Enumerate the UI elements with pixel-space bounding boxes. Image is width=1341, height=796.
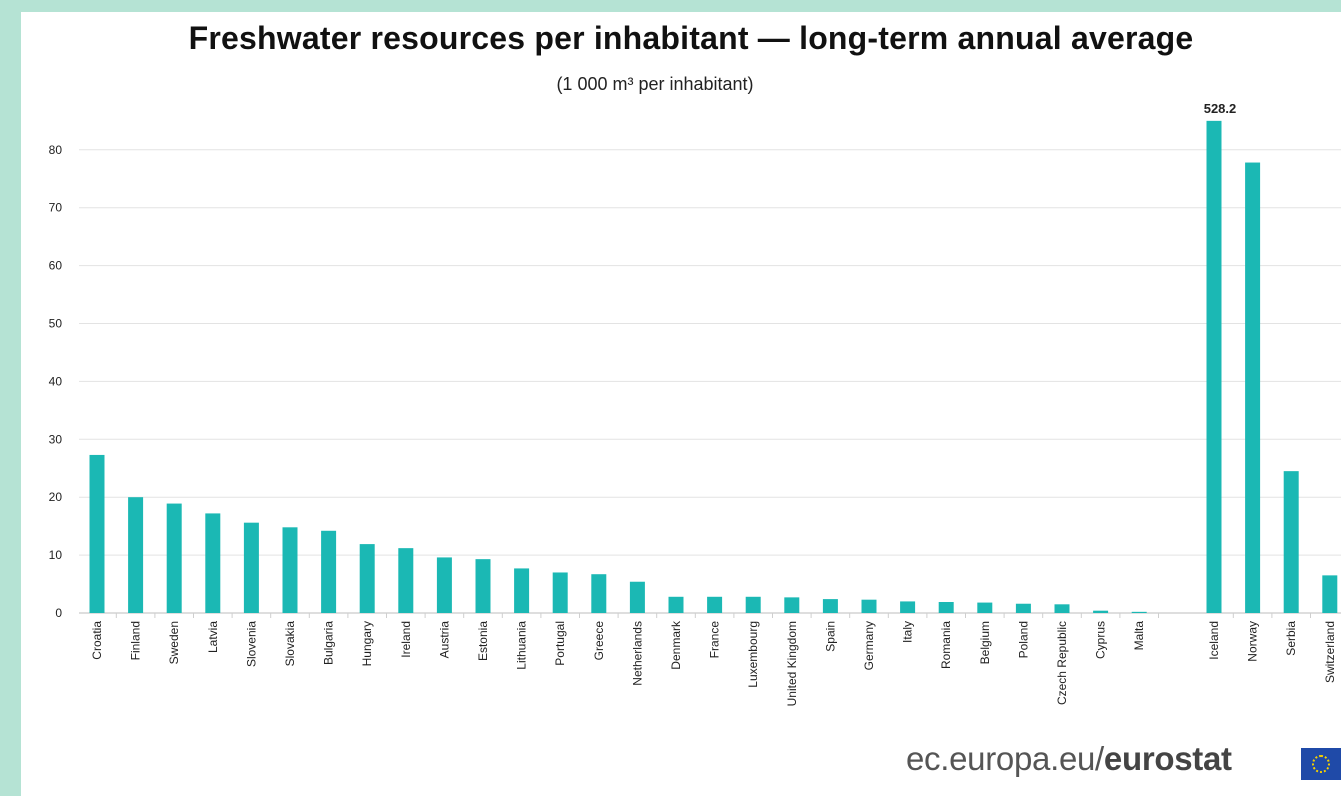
x-tick-label: Greece (592, 621, 606, 661)
bar-romania (938, 601, 954, 613)
x-tick-label: Serbia (1284, 621, 1298, 656)
x-tick-label: Luxembourg (746, 621, 760, 688)
x-tick-label: Czech Republic (1055, 621, 1069, 705)
y-tick-label: 0 (55, 606, 62, 620)
bar-france (707, 596, 723, 613)
x-tick-label: Slovenia (244, 621, 258, 667)
chart-title: Freshwater resources per inhabitant — lo… (188, 20, 1194, 56)
chart-subtitle: (1 000 m³ per inhabitant) (556, 74, 754, 94)
x-tick-label: Cyprus (1094, 621, 1108, 659)
bar-sweden (166, 503, 182, 613)
y-tick-label: 40 (49, 374, 63, 388)
x-tick-label: Lithuania (515, 621, 529, 670)
x-tick-label: Hungary (360, 621, 374, 666)
data-label: 528.2 (1204, 101, 1237, 116)
source-credit[interactable]: ec.europa.eu/eurostat (906, 740, 1232, 778)
eu-flag-icon (1301, 748, 1341, 780)
y-tick-label: 30 (49, 432, 63, 446)
y-tick-label: 80 (49, 143, 63, 157)
x-tick-label: Malta (1132, 621, 1146, 651)
bar-switzerland (1322, 575, 1338, 613)
bar-finland (128, 497, 144, 613)
x-tick-label: Italy (901, 621, 915, 643)
bar-latvia (205, 513, 221, 613)
chart-panel (21, 12, 1341, 796)
bar-iceland (1206, 120, 1222, 613)
bar-estonia (475, 559, 491, 613)
y-tick-label: 10 (49, 548, 63, 562)
x-tick-label: Poland (1016, 621, 1030, 658)
y-tick-label: 60 (49, 259, 63, 273)
y-tick-label: 70 (49, 201, 63, 215)
bar-slovakia (282, 527, 298, 613)
x-tick-label: Switzerland (1323, 621, 1337, 683)
bar-poland (1015, 603, 1031, 613)
bar-spain (822, 599, 838, 613)
x-tick-label: Estonia (476, 621, 490, 661)
y-tick-label: 20 (49, 490, 63, 504)
bar-austria (436, 557, 452, 613)
bar-denmark (668, 596, 684, 613)
bar-portugal (552, 572, 568, 613)
x-tick-label: Austria (437, 621, 451, 659)
x-tick-label: Bulgaria (322, 621, 336, 665)
x-tick-label: Slovakia (283, 621, 297, 667)
bar-ireland (398, 548, 414, 613)
x-tick-label: Portugal (553, 621, 567, 666)
x-tick-label: Romania (939, 621, 953, 669)
bar-netherlands (629, 581, 645, 613)
x-tick-label: Netherlands (630, 621, 644, 686)
bar-united-kingdom (784, 597, 800, 613)
x-tick-label: Belgium (978, 621, 992, 664)
x-tick-label: Ireland (399, 621, 413, 658)
bar-norway (1245, 162, 1261, 613)
bar-lithuania (514, 568, 530, 613)
x-tick-label: Finland (129, 621, 143, 660)
bar-italy (900, 601, 916, 613)
x-tick-label: Germany (862, 621, 876, 670)
bar-bulgaria (321, 530, 337, 613)
x-tick-label: Denmark (669, 620, 683, 670)
bar-hungary (359, 544, 375, 613)
bar-malta (1131, 611, 1147, 613)
bar-greece (591, 574, 607, 613)
x-tick-label: United Kingdom (785, 621, 799, 706)
bar-belgium (977, 602, 993, 613)
x-tick-label: France (708, 621, 722, 659)
x-tick-label: Latvia (206, 621, 220, 653)
bar-serbia (1283, 471, 1299, 613)
y-tick-label: 50 (49, 317, 63, 331)
x-tick-label: Sweden (167, 621, 181, 664)
bar-cyprus (1093, 610, 1109, 613)
bar-czech-republic (1054, 604, 1070, 613)
x-tick-label: Croatia (90, 621, 104, 660)
bar-germany (861, 599, 877, 613)
x-tick-label: Iceland (1207, 621, 1221, 660)
x-tick-label: Spain (823, 621, 837, 652)
bar-slovenia (243, 522, 259, 613)
x-tick-label: Norway (1246, 621, 1260, 662)
bar-croatia (89, 454, 105, 613)
source-domain: ec.europa.eu/ (906, 740, 1104, 777)
source-brand: eurostat (1103, 740, 1232, 777)
bar-luxembourg (745, 596, 761, 613)
